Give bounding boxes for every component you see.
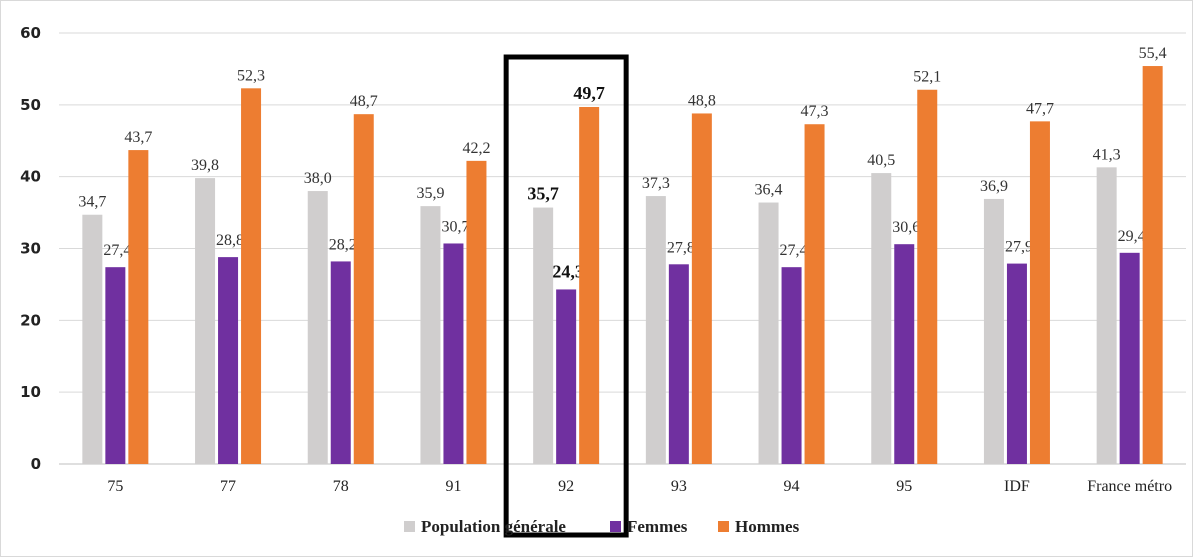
bar <box>128 150 149 465</box>
data-label: 55,4 <box>1139 45 1167 62</box>
x-tick-label: 93 <box>671 478 687 495</box>
bar <box>105 267 126 464</box>
data-label: 30,7 <box>441 218 469 235</box>
data-label: 27,4 <box>780 242 808 259</box>
bar <box>533 207 554 464</box>
bar <box>330 261 351 464</box>
y-tick-label: 30 <box>20 240 41 258</box>
legend-label: Hommes <box>735 517 800 536</box>
data-label: 34,7 <box>78 194 106 211</box>
legend-swatch <box>718 521 729 532</box>
data-label: 39,8 <box>191 157 219 174</box>
data-label: 49,7 <box>573 83 605 103</box>
data-label: 41,3 <box>1093 146 1121 163</box>
data-label: 35,7 <box>527 184 559 204</box>
data-label: 48,8 <box>688 92 716 109</box>
data-label: 27,9 <box>1005 239 1033 256</box>
data-label: 28,2 <box>329 236 357 253</box>
legend-swatch <box>404 521 415 532</box>
bar <box>1029 121 1050 464</box>
bar <box>1142 66 1163 464</box>
bar <box>1119 252 1140 464</box>
bar <box>1096 167 1117 464</box>
bar <box>983 198 1004 464</box>
legend-label: Femmes <box>627 517 688 536</box>
legend-label: Population générale <box>421 517 566 536</box>
x-tick-label: 95 <box>896 478 912 495</box>
bar <box>691 113 712 464</box>
bar <box>82 214 103 464</box>
x-tick-label: 92 <box>558 478 574 495</box>
data-label: 48,7 <box>350 93 378 110</box>
data-label: 52,3 <box>237 67 265 84</box>
bar <box>871 173 892 464</box>
data-label: 37,3 <box>642 175 670 192</box>
bar <box>195 178 216 464</box>
data-label: 36,9 <box>980 178 1008 195</box>
legend-swatch <box>610 521 621 532</box>
highlight-box <box>503 54 629 538</box>
bar <box>307 191 328 465</box>
bar <box>917 89 938 464</box>
bar <box>894 244 915 464</box>
y-tick-label: 50 <box>20 96 41 114</box>
y-tick-label: 0 <box>31 455 41 473</box>
data-label: 27,4 <box>103 242 131 259</box>
x-tick-label: 75 <box>107 478 123 495</box>
data-label: 47,7 <box>1026 100 1054 117</box>
y-tick-label: 10 <box>20 383 41 401</box>
bar <box>218 257 239 464</box>
x-tick-label: 94 <box>784 478 800 495</box>
data-label: 30,6 <box>892 219 920 236</box>
y-tick-label: 20 <box>20 311 41 329</box>
data-label: 47,3 <box>801 103 829 120</box>
data-label: 29,4 <box>1118 228 1146 245</box>
data-label: 38,0 <box>304 170 332 187</box>
bar <box>804 124 825 464</box>
data-label: 24,3 <box>552 261 584 281</box>
x-tick-label: 77 <box>220 478 236 495</box>
bar <box>241 88 262 464</box>
bar <box>353 114 374 465</box>
data-label: 27,8 <box>667 239 695 256</box>
data-label: 36,4 <box>755 182 783 199</box>
y-tick-label: 40 <box>20 168 41 186</box>
data-label: 40,5 <box>867 152 895 169</box>
x-tick-label: France métro <box>1087 478 1172 495</box>
x-tick-label: 78 <box>333 478 349 495</box>
bar <box>668 264 689 464</box>
bar <box>781 267 802 464</box>
data-label: 28,8 <box>216 232 244 249</box>
data-label: 43,7 <box>124 129 152 146</box>
data-label: 42,2 <box>462 140 490 157</box>
x-tick-label: 91 <box>445 478 461 495</box>
data-label: 52,1 <box>913 69 941 86</box>
bar <box>443 243 464 464</box>
bar <box>579 106 600 464</box>
bar <box>420 206 441 464</box>
bar <box>758 202 779 464</box>
y-tick-label: 60 <box>20 24 41 42</box>
bar <box>466 160 487 464</box>
bar <box>1006 263 1027 464</box>
bar <box>556 289 577 464</box>
x-tick-label: IDF <box>1004 478 1030 495</box>
bar <box>645 196 666 465</box>
data-label: 35,9 <box>416 185 444 202</box>
